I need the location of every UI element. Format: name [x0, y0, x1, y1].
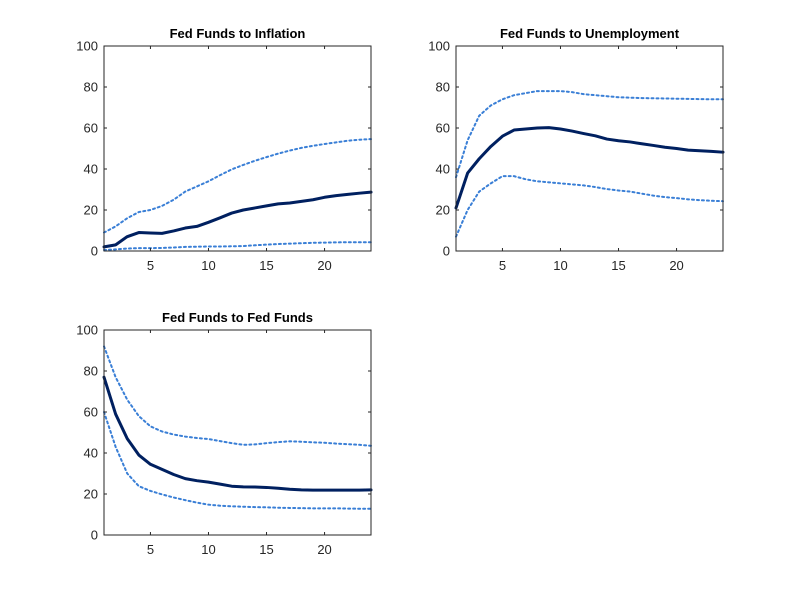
- axes-box: [103, 45, 372, 252]
- x-tick-label: 10: [201, 258, 215, 273]
- panel-fedfunds: Fed Funds to Fed Funds 0 20 40 60 80 100 5 10 15…: [76, 310, 373, 557]
- y-tick-label: 80: [436, 80, 450, 95]
- series-line-median: [102, 375, 373, 492]
- x-tick-label: 15: [259, 542, 273, 557]
- y-tick-label: 20: [84, 203, 98, 218]
- panel-title: Fed Funds to Unemployment: [500, 26, 680, 41]
- x-tick-label: 20: [317, 542, 331, 557]
- x-tick-label: 15: [259, 258, 273, 273]
- x-tick-label: 5: [499, 258, 506, 273]
- y-tick-label: 80: [84, 364, 98, 379]
- plot-area: [102, 138, 373, 251]
- y-tick-label: 60: [84, 121, 98, 136]
- plot-area: [102, 345, 373, 510]
- axis-ticks: 0 20 40 60 80 100 5 10 15 20: [428, 39, 723, 273]
- y-tick-label: 20: [436, 203, 450, 218]
- panel-unemployment: Fed Funds to Unemployment 0 20 40 60 80 100 5 1…: [428, 26, 725, 273]
- y-tick-label: 100: [428, 39, 450, 54]
- y-tick-label: 40: [84, 446, 98, 461]
- y-tick-label: 0: [91, 528, 98, 543]
- y-tick-label: 40: [84, 162, 98, 177]
- x-tick-label: 20: [317, 258, 331, 273]
- series-line-lower-band: [103, 411, 372, 510]
- x-tick-label: 15: [611, 258, 625, 273]
- axes-box: [103, 329, 372, 536]
- y-tick-label: 20: [84, 487, 98, 502]
- y-tick-label: 100: [76, 39, 98, 54]
- plot-area: [454, 90, 725, 238]
- series-line-lower-band: [455, 175, 724, 238]
- x-tick-label: 20: [669, 258, 683, 273]
- y-tick-label: 60: [436, 121, 450, 136]
- x-tick-label: 10: [553, 258, 567, 273]
- panel-inflation: Fed Funds to Inflation 0 20 40 60 80 100 5 10 15…: [76, 26, 373, 273]
- x-tick-label: 10: [201, 542, 215, 557]
- x-tick-label: 5: [147, 258, 154, 273]
- series-line-median: [102, 190, 373, 249]
- series-line-upper-band: [103, 345, 372, 447]
- axis-ticks: 0 20 40 60 80 100 5 10 15 20: [76, 39, 371, 273]
- panel-title: Fed Funds to Inflation: [170, 26, 306, 41]
- panel-title: Fed Funds to Fed Funds: [162, 310, 313, 325]
- y-tick-label: 40: [436, 162, 450, 177]
- y-tick-label: 100: [76, 323, 98, 338]
- series-line-upper-band: [455, 90, 724, 179]
- axes-box: [455, 45, 724, 252]
- y-tick-label: 60: [84, 405, 98, 420]
- axis-ticks: 0 20 40 60 80 100 5 10 15 20: [76, 323, 371, 557]
- y-tick-label: 0: [443, 244, 450, 259]
- y-tick-label: 0: [91, 244, 98, 259]
- series-line-median: [454, 126, 725, 210]
- series-line-lower-band: [103, 241, 372, 251]
- series-line-upper-band: [103, 138, 372, 234]
- y-tick-label: 80: [84, 80, 98, 95]
- x-tick-label: 5: [147, 542, 154, 557]
